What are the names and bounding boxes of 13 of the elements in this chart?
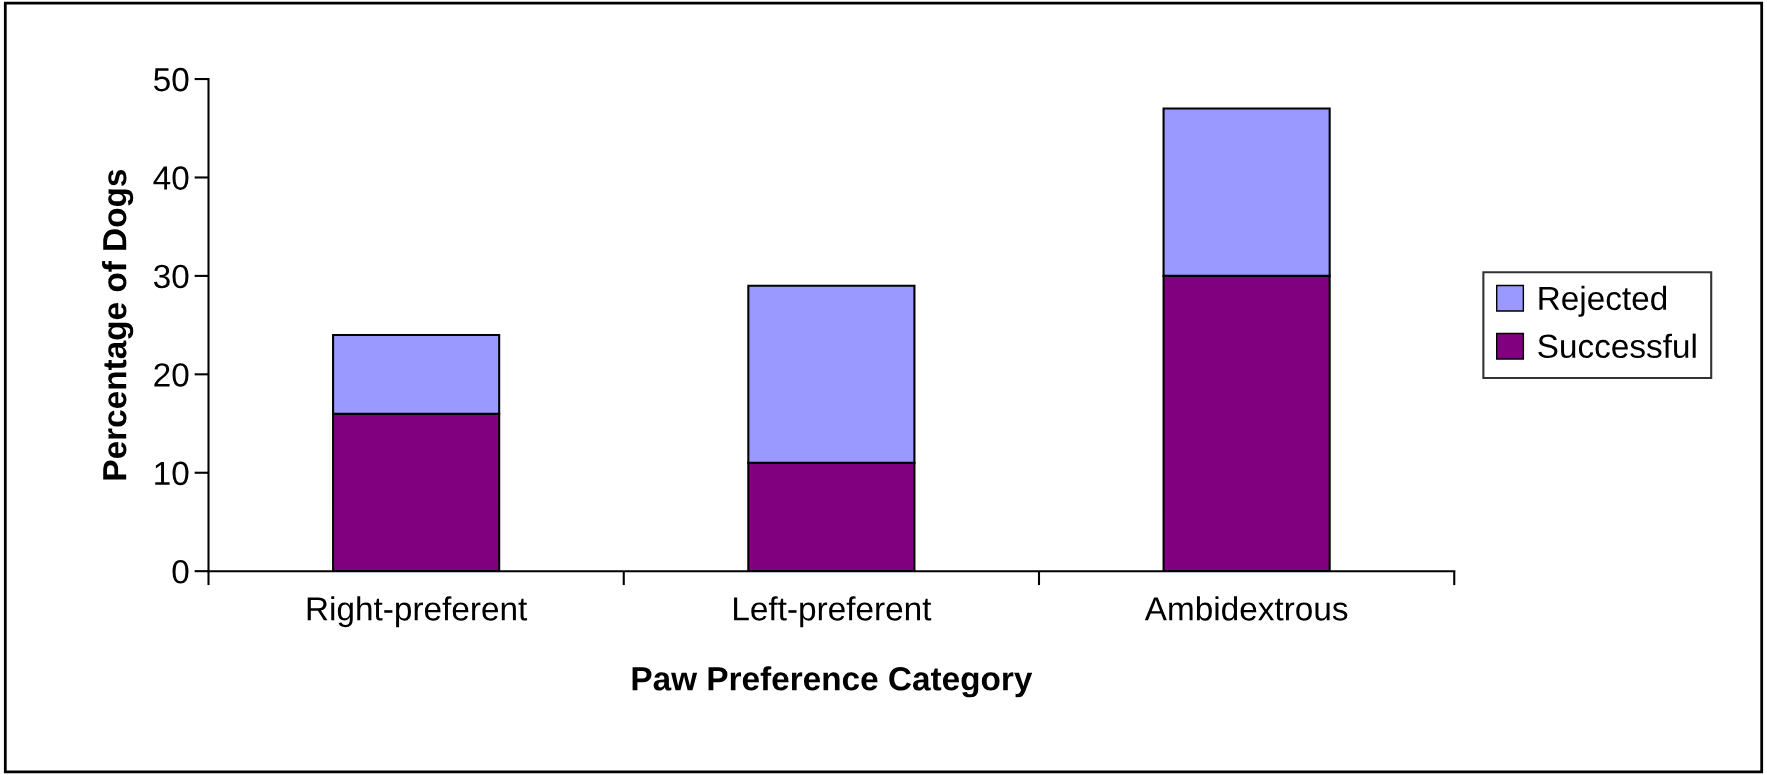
y-tick-label: 10 bbox=[155, 461, 189, 486]
y-tick-label: 50 bbox=[154, 67, 189, 92]
x-tick-label: Right-preferent bbox=[307, 596, 528, 628]
x-axis-title: Paw Preference Category bbox=[632, 666, 1033, 698]
y-tick-label: 0 bbox=[172, 559, 189, 584]
y-axis-title: Percentage of Dogs bbox=[102, 169, 134, 480]
x-tick-label: Ambidextrous bbox=[1144, 596, 1348, 621]
legend-label: Successful bbox=[1538, 333, 1696, 359]
x-tick-label: Left-preferent bbox=[734, 596, 932, 628]
y-tick-label: 20 bbox=[154, 363, 189, 387]
legend-label: Rejected bbox=[1539, 285, 1667, 317]
y-tick-label: 30 bbox=[153, 264, 189, 289]
y-tick-label: 40 bbox=[153, 166, 189, 190]
